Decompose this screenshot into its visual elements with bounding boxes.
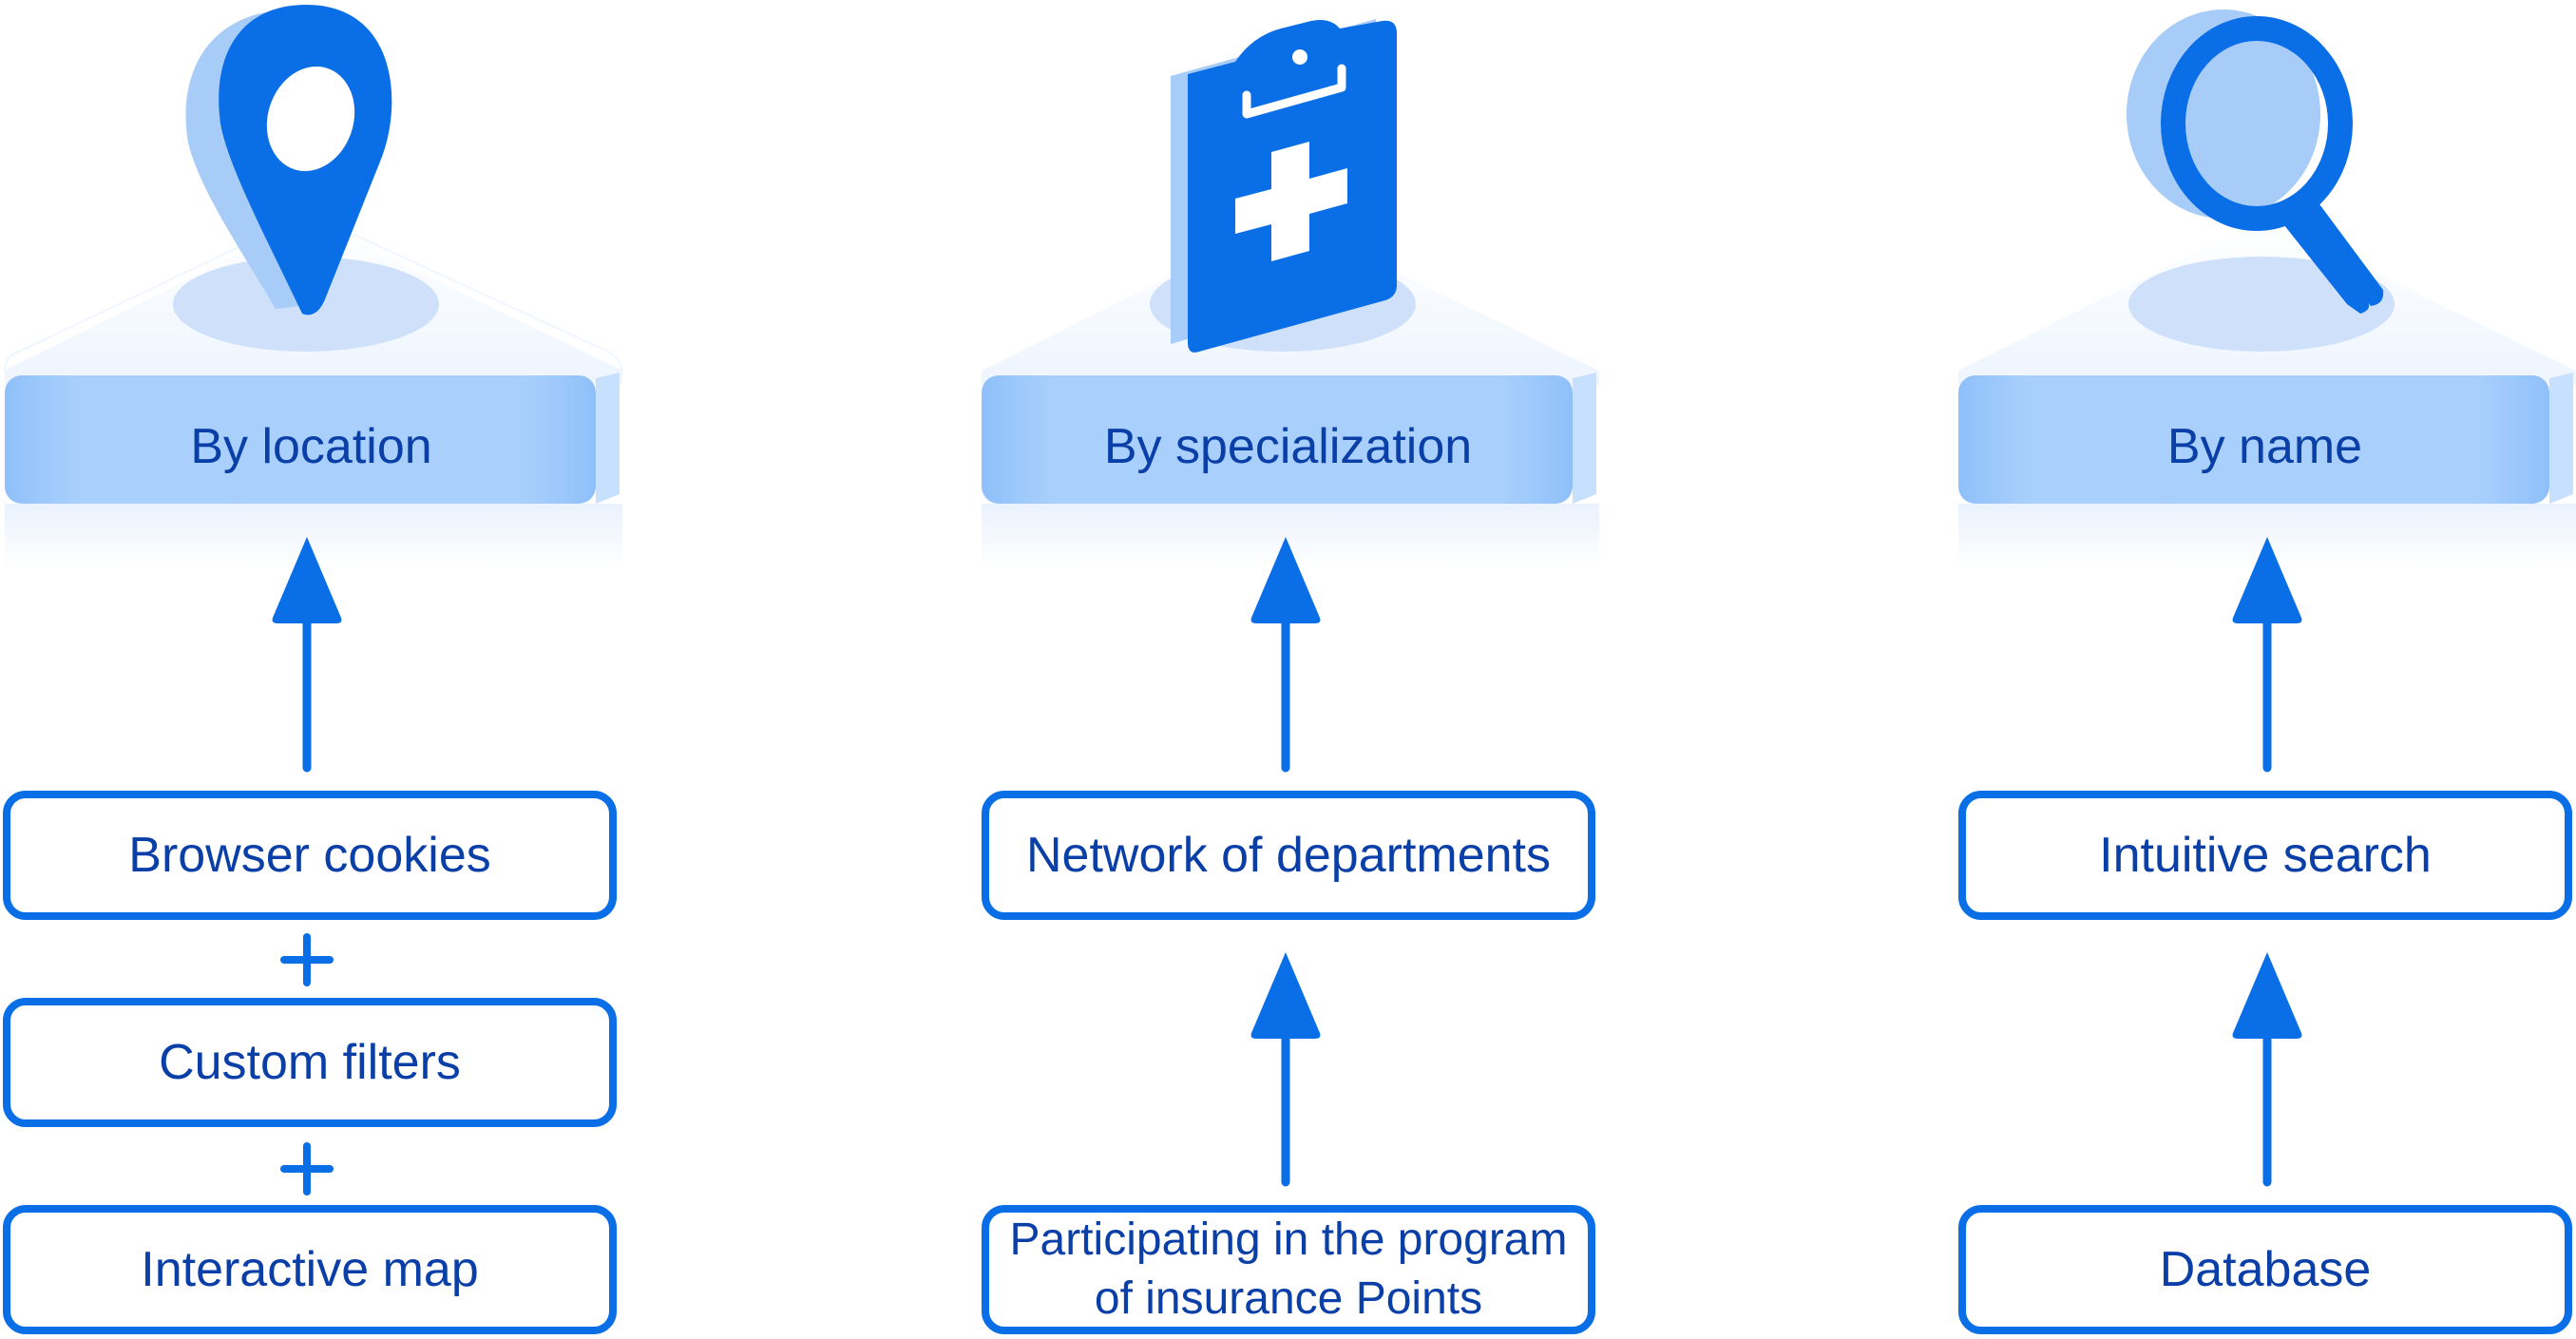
box-interactive-map: Interactive map bbox=[3, 1205, 617, 1334]
arrow-up-name bbox=[2232, 952, 2302, 1187]
plus-icon bbox=[280, 1142, 334, 1196]
location-pin-icon bbox=[185, 5, 392, 316]
box-insurance-program: Participating in the program of insuranc… bbox=[982, 1205, 1595, 1334]
magnifier-icon bbox=[2127, 10, 2384, 314]
box-custom-filters: Custom filters bbox=[3, 998, 617, 1127]
box-network-of-departments: Network of departments bbox=[982, 791, 1595, 920]
medical-clipboard-icon bbox=[1171, 19, 1397, 353]
arrow-up-location bbox=[272, 537, 342, 773]
category-by-specialization: By specialization bbox=[1103, 419, 1473, 474]
arrow-up-name bbox=[2232, 537, 2302, 773]
arrow-up-specialization bbox=[1250, 537, 1321, 773]
box-database: Database bbox=[1958, 1205, 2572, 1334]
category-by-name: By name bbox=[2166, 419, 2363, 474]
box-intuitive-search: Intuitive search bbox=[1958, 791, 2572, 920]
box-browser-cookies: Browser cookies bbox=[3, 791, 617, 920]
category-by-location: By location bbox=[190, 419, 432, 474]
arrow-up-specialization bbox=[1250, 952, 1321, 1187]
plus-icon bbox=[280, 933, 334, 986]
